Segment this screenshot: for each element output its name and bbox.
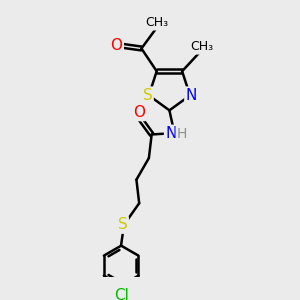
Text: CH₃: CH₃ bbox=[145, 16, 168, 29]
Text: N: N bbox=[165, 126, 177, 141]
Text: Cl: Cl bbox=[114, 288, 129, 300]
Text: O: O bbox=[110, 38, 122, 53]
Text: O: O bbox=[133, 105, 145, 120]
Text: S: S bbox=[142, 88, 152, 103]
Text: S: S bbox=[118, 218, 128, 232]
Text: CH₃: CH₃ bbox=[190, 40, 213, 53]
Text: H: H bbox=[177, 127, 187, 141]
Text: N: N bbox=[186, 88, 197, 103]
